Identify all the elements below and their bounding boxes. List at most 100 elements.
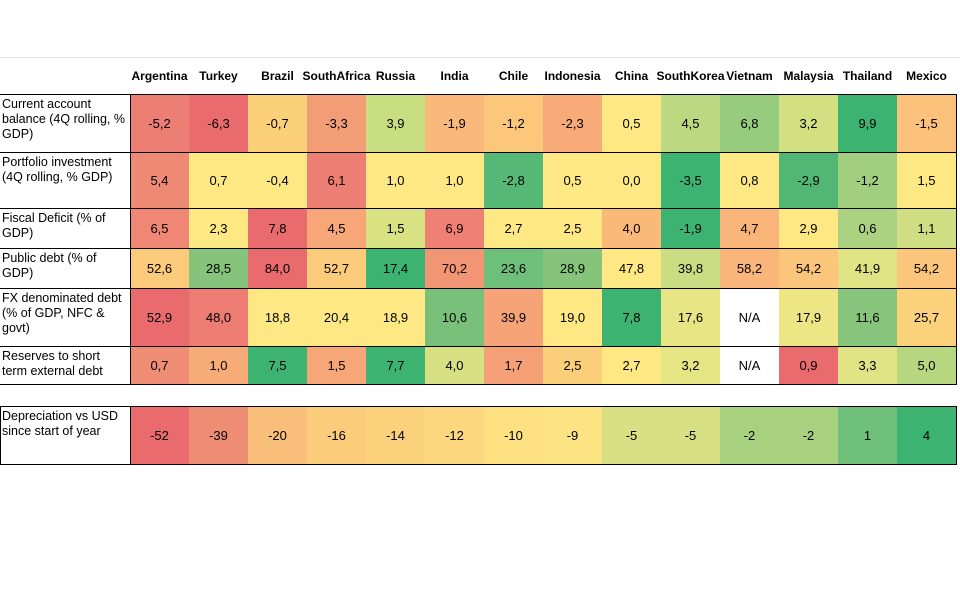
- depreciation-row-cell: -2: [720, 406, 779, 464]
- indicator-row-cell: 4,0: [425, 346, 484, 384]
- depreciation-row-cell: -5: [602, 406, 661, 464]
- row-divider: [0, 346, 956, 347]
- indicator-row-cell: -3,5: [661, 152, 720, 208]
- top-rule: [0, 57, 960, 58]
- indicator-row-cell: 10,6: [425, 288, 484, 346]
- column-header: Russia: [366, 58, 425, 94]
- column-header-text: Brazil: [261, 68, 294, 83]
- indicator-row-cell: 2,5: [543, 208, 602, 248]
- column-header: Thailand: [838, 58, 897, 94]
- indicator-row-cell: -1,2: [838, 152, 897, 208]
- column-header: South Korea: [657, 58, 725, 94]
- indicator-row-cell: N/A: [720, 346, 779, 384]
- indicator-row-cell: 4,5: [307, 208, 366, 248]
- column-header-text: China: [614, 68, 649, 83]
- column-header: India: [425, 58, 484, 94]
- indicator-row-label: Fiscal Deficit (% of GDP): [2, 211, 106, 240]
- indicator-row-cell: 0,0: [602, 152, 661, 208]
- depreciation-row-label: Depreciation vs USD since start of year: [2, 409, 119, 438]
- indicator-row-cell: 1,0: [189, 346, 248, 384]
- depreciation-row-cell: 4: [897, 406, 956, 464]
- indicator-row-cell: -5,2: [130, 94, 189, 152]
- indicator-row-cell: 4,0: [602, 208, 661, 248]
- indicator-row-cell: 6,8: [720, 94, 779, 152]
- indicator-row-cell: 7,7: [366, 346, 425, 384]
- indicator-row-cell: 17,9: [779, 288, 838, 346]
- indicator-row-cell: 9,9: [838, 94, 897, 152]
- indicator-row-cell: 0,5: [602, 94, 661, 152]
- indicator-row-cell: -2,8: [484, 152, 543, 208]
- indicator-row-cell: 4,7: [720, 208, 779, 248]
- indicator-row-cell: 20,4: [307, 288, 366, 346]
- depreciation-row-cell: -52: [130, 406, 189, 464]
- column-header-text: India: [440, 68, 469, 83]
- column-header: Turkey: [189, 58, 248, 94]
- indicator-row-cell: -2,9: [779, 152, 838, 208]
- indicator-row-cell: -3,3: [307, 94, 366, 152]
- indicator-row-cell: -0,4: [248, 152, 307, 208]
- indicator-row-cell: 0,7: [130, 346, 189, 384]
- indicator-row-cell: 84,0: [248, 248, 307, 288]
- indicator-row-cell: 52,7: [307, 248, 366, 288]
- column-header-text: Indonesia: [544, 68, 601, 83]
- depreciation-label-divider: [130, 406, 131, 465]
- indicator-row-cell: 18,9: [366, 288, 425, 346]
- indicator-row-cell: 1,0: [366, 152, 425, 208]
- column-header-text: Russia: [375, 68, 416, 83]
- depreciation-row-cell: -9: [543, 406, 602, 464]
- indicator-row-cell: 1,5: [307, 346, 366, 384]
- indicator-row-cell: 52,6: [130, 248, 189, 288]
- indicator-row-label: Public debt (% of GDP): [2, 251, 97, 280]
- indicator-row-cell: 23,6: [484, 248, 543, 288]
- indicator-row-cell: 2,9: [779, 208, 838, 248]
- depreciation-row-cell: -12: [425, 406, 484, 464]
- indicator-row-cell: 1,7: [484, 346, 543, 384]
- indicator-row-cell: 2,7: [602, 346, 661, 384]
- column-header: Argentina: [130, 58, 189, 94]
- column-header: Mexico: [897, 58, 956, 94]
- indicator-row-cell: 3,2: [661, 346, 720, 384]
- depreciation-row-cell: -14: [366, 406, 425, 464]
- depreciation-row-cell: -16: [307, 406, 366, 464]
- indicator-row-label: Current account balance (4Q rolling, % G…: [2, 97, 125, 141]
- indicator-row-cell: 0,6: [838, 208, 897, 248]
- depreciation-row-cell: -20: [248, 406, 307, 464]
- indicator-row-cell: 25,7: [897, 288, 956, 346]
- indicator-row-cell: 28,9: [543, 248, 602, 288]
- indicator-row-cell: 7,8: [248, 208, 307, 248]
- indicator-row-cell: 7,8: [602, 288, 661, 346]
- indicator-row-cell: 1,5: [897, 152, 956, 208]
- indicator-row-cell: 17,6: [661, 288, 720, 346]
- indicator-row-cell: 47,8: [602, 248, 661, 288]
- indicator-row-cell: 54,2: [897, 248, 956, 288]
- indicator-row-label: Reserves to short term external debt: [2, 349, 103, 378]
- indicator-row-cell: 0,7: [189, 152, 248, 208]
- indicator-row-cell: -2,3: [543, 94, 602, 152]
- indicator-row-cell: 0,9: [779, 346, 838, 384]
- depreciation-row-cell: -39: [189, 406, 248, 464]
- indicator-row-cell: 17,4: [366, 248, 425, 288]
- indicator-row-cell: 3,9: [366, 94, 425, 152]
- indicator-row-cell: -0,7: [248, 94, 307, 152]
- indicator-row-cell: 1,5: [366, 208, 425, 248]
- indicator-row-cell: 2,3: [189, 208, 248, 248]
- indicator-row-cell: 48,0: [189, 288, 248, 346]
- indicator-row-cell: 0,5: [543, 152, 602, 208]
- indicator-row-label: Portfolio investment (4Q rolling, % GDP): [2, 155, 113, 184]
- column-header-text: Thailand: [842, 68, 893, 83]
- indicator-row-cell: 6,9: [425, 208, 484, 248]
- indicator-row-cell: -1,9: [661, 208, 720, 248]
- depreciation-row-cell: -2: [779, 406, 838, 464]
- column-header: South Africa: [303, 58, 371, 94]
- column-header-text: Vietnam: [726, 68, 773, 83]
- indicator-row-cell: 18,8: [248, 288, 307, 346]
- row-divider: [0, 288, 956, 289]
- label-column-divider: [130, 94, 131, 385]
- indicator-row-cell: 1,1: [897, 208, 956, 248]
- indicator-row-cell: 0,8: [720, 152, 779, 208]
- depreciation-row-cell: 1: [838, 406, 897, 464]
- indicator-row-label: FX denominated debt (% of GDP, NFC & gov…: [2, 291, 122, 335]
- right-border: [956, 94, 957, 385]
- indicator-row-cell: N/A: [720, 288, 779, 346]
- indicator-row-cell: 41,9: [838, 248, 897, 288]
